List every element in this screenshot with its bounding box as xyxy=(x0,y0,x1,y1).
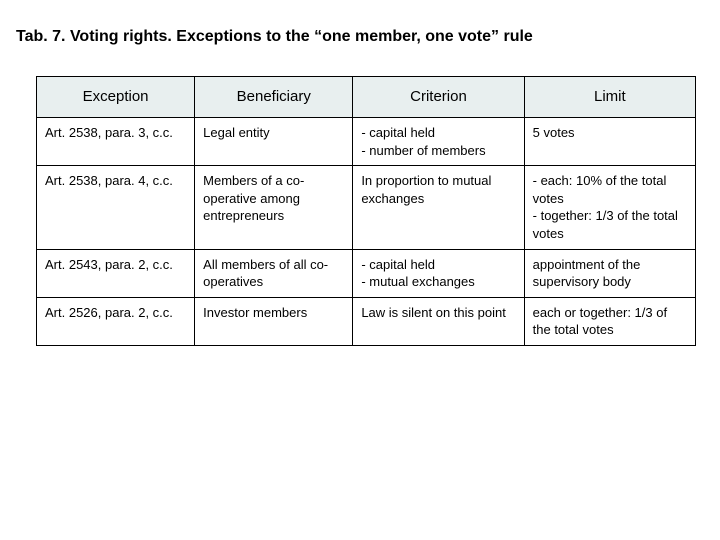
cell-limit: 5 votes xyxy=(524,118,695,166)
cell-beneficiary: Investor members xyxy=(195,297,353,345)
cell-beneficiary: Legal entity xyxy=(195,118,353,166)
cell-beneficiary: All members of all co-operatives xyxy=(195,249,353,297)
voting-rights-table: Exception Beneficiary Criterion Limit Ar… xyxy=(36,76,696,346)
col-header-exception: Exception xyxy=(37,77,195,118)
table-row: Art. 2538, para. 3, c.c. Legal entity - … xyxy=(37,118,696,166)
cell-limit: appointment of the supervisory body xyxy=(524,249,695,297)
cell-criterion: - capital held- mutual exchanges xyxy=(353,249,524,297)
col-header-criterion: Criterion xyxy=(353,77,524,118)
cell-exception: Art. 2543, para. 2, c.c. xyxy=(37,249,195,297)
cell-beneficiary: Members of a co-operative among entrepre… xyxy=(195,166,353,249)
cell-exception: Art. 2526, para. 2, c.c. xyxy=(37,297,195,345)
cell-criterion: In proportion to mutual exchanges xyxy=(353,166,524,249)
table-row: Art. 2526, para. 2, c.c. Investor member… xyxy=(37,297,696,345)
cell-exception: Art. 2538, para. 4, c.c. xyxy=(37,166,195,249)
cell-limit: - each: 10% of the total votes- together… xyxy=(524,166,695,249)
cell-exception: Art. 2538, para. 3, c.c. xyxy=(37,118,195,166)
cell-criterion: - capital held- number of members xyxy=(353,118,524,166)
cell-criterion: Law is silent on this point xyxy=(353,297,524,345)
table-row: Art. 2543, para. 2, c.c. All members of … xyxy=(37,249,696,297)
table-row: Art. 2538, para. 4, c.c. Members of a co… xyxy=(37,166,696,249)
col-header-limit: Limit xyxy=(524,77,695,118)
col-header-beneficiary: Beneficiary xyxy=(195,77,353,118)
table-title: Tab. 7. Voting rights. Exceptions to the… xyxy=(16,28,704,46)
table-header-row: Exception Beneficiary Criterion Limit xyxy=(37,77,696,118)
cell-limit: each or together: 1/3 of the total votes xyxy=(524,297,695,345)
